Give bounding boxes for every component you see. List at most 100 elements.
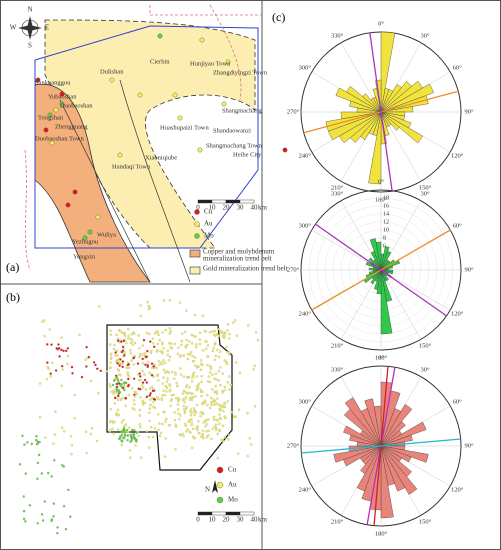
point	[112, 392, 115, 395]
point	[113, 402, 117, 405]
point	[115, 411, 118, 415]
point	[21, 434, 24, 437]
point	[221, 391, 224, 394]
point	[157, 428, 160, 432]
point	[210, 403, 213, 406]
point	[249, 443, 253, 446]
site	[65, 202, 71, 208]
point	[190, 333, 193, 337]
point	[137, 387, 140, 390]
legend-dot	[194, 233, 200, 239]
point	[132, 332, 136, 335]
angle-label: 270°	[287, 108, 300, 115]
point	[113, 343, 116, 347]
scale-seg	[197, 511, 213, 516]
legend-swatch	[189, 266, 201, 275]
point	[217, 403, 221, 407]
point	[235, 334, 239, 337]
point	[127, 377, 130, 381]
site	[53, 107, 59, 113]
point	[253, 405, 257, 408]
rose-petal	[368, 257, 382, 271]
point	[126, 373, 130, 376]
point	[120, 331, 124, 334]
point	[190, 342, 194, 345]
point	[109, 408, 112, 411]
rose-tick: 18	[383, 195, 389, 201]
point	[85, 451, 88, 455]
point	[221, 372, 224, 375]
point	[125, 341, 128, 345]
point	[190, 411, 194, 414]
point	[197, 365, 200, 368]
angle-label: 120°	[451, 152, 464, 159]
point	[223, 436, 227, 439]
point	[161, 341, 164, 344]
point	[223, 389, 226, 392]
point	[186, 353, 190, 356]
point	[126, 363, 130, 367]
point	[130, 333, 133, 336]
point	[208, 371, 212, 374]
site	[177, 115, 183, 121]
point	[213, 329, 216, 333]
place-label: Shandaowanzi	[213, 127, 251, 134]
point	[109, 333, 113, 336]
point	[61, 368, 64, 371]
point	[238, 371, 242, 374]
scale-tick: 10	[209, 204, 217, 212]
point	[184, 309, 188, 312]
point	[215, 378, 218, 381]
rose-petal	[362, 93, 382, 113]
point	[144, 355, 148, 358]
point	[215, 402, 218, 405]
point	[140, 384, 144, 387]
point	[133, 403, 136, 406]
point	[236, 452, 240, 455]
point	[51, 361, 54, 365]
point	[158, 338, 161, 342]
point	[89, 432, 93, 435]
point	[121, 345, 125, 349]
point	[130, 387, 134, 390]
point	[56, 532, 59, 535]
rose-petal	[380, 445, 412, 463]
point	[109, 329, 112, 332]
point	[112, 432, 116, 435]
point	[53, 459, 56, 462]
point	[123, 431, 126, 434]
site	[117, 152, 123, 158]
point	[186, 428, 189, 431]
point	[193, 413, 196, 417]
site	[47, 112, 53, 118]
point	[40, 513, 44, 516]
point	[182, 435, 185, 438]
point	[185, 338, 188, 342]
point	[64, 349, 68, 353]
rose-petal	[380, 421, 406, 447]
point	[183, 330, 187, 333]
point	[204, 425, 207, 428]
point	[123, 437, 126, 440]
point	[227, 433, 231, 437]
point	[181, 398, 184, 401]
point	[163, 410, 166, 414]
point	[147, 446, 151, 449]
rose-petal	[373, 405, 382, 447]
point	[164, 328, 168, 332]
point	[163, 361, 167, 365]
point	[256, 339, 260, 342]
point	[147, 436, 150, 439]
point	[237, 408, 241, 411]
point	[192, 360, 196, 363]
point	[225, 362, 229, 366]
point	[121, 360, 125, 363]
point	[176, 408, 180, 411]
point	[173, 342, 176, 346]
point	[113, 354, 117, 357]
angle-label: 30°	[420, 190, 430, 197]
point	[205, 340, 208, 343]
belt-edge	[59, 79, 191, 283]
point	[188, 386, 191, 389]
point	[143, 401, 147, 404]
